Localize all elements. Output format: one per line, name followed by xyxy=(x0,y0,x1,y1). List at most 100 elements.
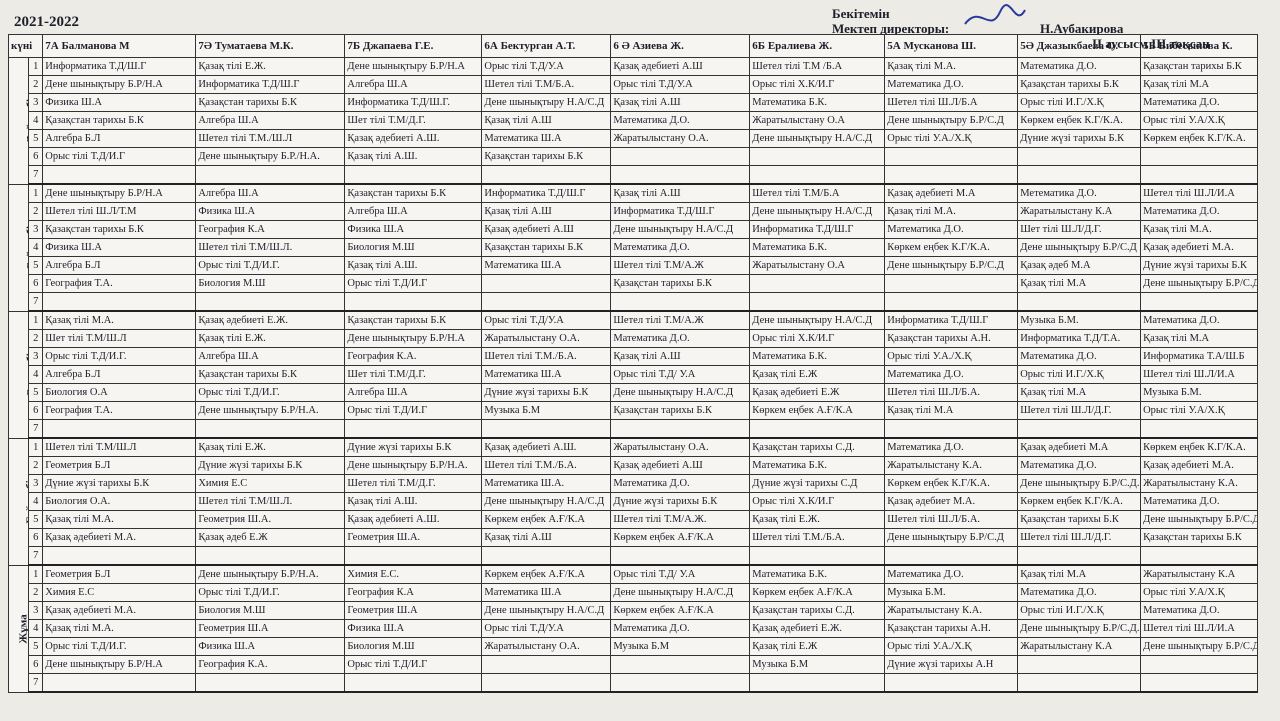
lesson-cell: Қазақ тілі М.А. xyxy=(884,57,1019,76)
lesson-cell: Қазақ әдебиеті М.А xyxy=(884,183,1019,203)
lesson-cell: Информатика Т.Д/Т.А. xyxy=(1017,329,1142,348)
lesson-cell: Информатика Т.Д/Ш.Г xyxy=(749,220,886,239)
day-name: Жұма xyxy=(17,613,29,644)
lesson-row: 2 Шетел тілі Ш.Л/Т.М Физика Ш.А Алгебра Ш.А… xyxy=(9,202,1258,221)
lesson-row: 5 Қазақ тілі М.А. Геометрия Ш.А. Қазақ әдеб… xyxy=(9,510,1258,529)
lesson-number: 1 xyxy=(28,564,44,584)
lesson-cell: Дене шынықтыру Б.Р/Н.А xyxy=(42,75,197,94)
lesson-cell: Информатика Т.Д/Ш.Г. xyxy=(344,93,483,112)
lesson-cell: Дене шынықтыру Б.Р/Н.А xyxy=(344,57,483,76)
lesson-number: 2 xyxy=(28,202,44,221)
lesson-cell: Математика Б.К. xyxy=(749,564,886,584)
lesson-cell: Қазақстан тарихы Б.К xyxy=(344,183,483,203)
lesson-cell: Дене шынықтыру Н.А/С.Д xyxy=(749,202,886,221)
lesson-cell: Химия Е.С xyxy=(195,474,346,493)
lesson-cell: Математика Д.О. xyxy=(610,474,751,493)
lesson-cell: Биология М.Ш xyxy=(344,637,483,656)
lesson-cell: Қазақ тілі М.А xyxy=(1017,274,1142,293)
lesson-cell: Көркем еңбек А.Ғ/К.А xyxy=(481,510,612,529)
lesson-cell: Орыс тілі У.А./Х.Қ xyxy=(884,129,1019,148)
day-cell: Сәрсенбі xyxy=(7,310,30,439)
lesson-cell: Метематика Д.О. xyxy=(1017,183,1142,203)
lesson-cell xyxy=(42,419,197,439)
approve: Бекітемін xyxy=(832,6,890,21)
lesson-cell xyxy=(884,673,1019,693)
lesson-cell: Дене шынықтыру Н.А/С.Д xyxy=(610,583,751,602)
lesson-cell xyxy=(1140,655,1258,674)
class-header: 7Б Джапаева Г.Е. xyxy=(344,34,483,58)
lesson-cell: География Т.А. xyxy=(42,401,197,420)
lesson-cell: Алгебра Ш.А xyxy=(195,111,346,130)
lesson-cell: Дене шынықтыру Б.Р/С.Д xyxy=(884,528,1019,547)
lesson-cell: Қазақ әдебиеті А.Ш. xyxy=(481,437,612,457)
lesson-cell: Музыка Б.М xyxy=(749,655,886,674)
lesson-cell: Математика Д.О. xyxy=(1017,583,1142,602)
lesson-cell: Шетел тілі Ш.Л/Д.Г. xyxy=(1017,528,1142,547)
lesson-cell: Шет тілі Т.М/Д.Г. xyxy=(344,365,483,384)
lesson-cell: Жаратылыстану К.А xyxy=(1017,202,1142,221)
lesson-cell xyxy=(610,546,751,566)
lesson-row: Сәрсенбі 1 Қазақ тілі М.А. Қазақ әдебиеті Е… xyxy=(7,310,1258,439)
lesson-cell xyxy=(1017,165,1142,185)
header-row: күні 7А Балманова М 7Ә Туматаева М.К. 7Б Дж… xyxy=(7,34,1258,58)
lesson-cell: Жаратылыстану О.А. xyxy=(481,637,612,656)
lesson-cell: Қазақстан тарихы А.Н. xyxy=(884,329,1019,348)
lesson-number: 5 xyxy=(28,256,44,275)
lesson-cell: Геометрия Ш.А. xyxy=(344,528,483,547)
lesson-cell: Математика Ш.А xyxy=(481,583,612,602)
lesson-cell xyxy=(1017,147,1142,166)
lesson-number: 4 xyxy=(28,619,44,638)
class-header: 5А Мусканова Ш. xyxy=(884,34,1019,58)
lesson-cell: Қазақстан тарихы Б.К xyxy=(481,147,612,166)
lesson-cell: Шетел тілі Т.М/А.Ж. xyxy=(610,510,751,529)
lesson-cell: Алгебра Ш.А xyxy=(344,202,483,221)
lesson-cell: Көркем еңбек К.Г/К.А. xyxy=(884,474,1019,493)
lesson-row: 5 Алгебра Б.Л Шетел тілі Т.М./Ш.Л Қазақ әде… xyxy=(9,129,1258,148)
lesson-row: Бейсенбі 1 Шетел тілі Т.М/Ш.Л Қазақ тілі Е.… xyxy=(7,437,1258,566)
lesson-cell: Математика Д.О. xyxy=(1017,57,1142,76)
lesson-cell: Қазақ тілі М.А xyxy=(884,401,1019,420)
lesson-cell xyxy=(195,165,346,185)
lesson-number: 6 xyxy=(28,655,44,674)
lesson-cell: Көркем еңбек К.Г/К.А. xyxy=(1017,111,1142,130)
lesson-cell: Қазақстан тарихы С.Д. xyxy=(749,437,886,457)
lesson-cell xyxy=(481,673,612,693)
lesson-row: 6 География Т.А. Биология М.Ш Орыс тілі Т.Д… xyxy=(9,274,1258,293)
lesson-cell: Қазақ әдебиеті М.А xyxy=(1017,437,1142,457)
lesson-cell: Физика Ш.А xyxy=(344,220,483,239)
day-cell: Сейсенбі xyxy=(7,183,30,312)
class-header: 6Б Ералиева Ж. xyxy=(749,34,886,58)
day-name: Сейсенбі xyxy=(25,225,29,270)
lesson-cell: Қазақ әдебиеті М.А. xyxy=(1140,456,1258,475)
lesson-cell: Орыс тілі У.А/Х.Қ xyxy=(1140,583,1258,602)
lesson-cell: Шетел тілі Ш.Л/И.А xyxy=(1140,183,1258,203)
lesson-cell: Математика Б.К. xyxy=(749,347,886,366)
lesson-cell xyxy=(195,546,346,566)
lesson-cell: Орыс тілі И.Г./Х.Қ xyxy=(1017,601,1142,620)
lesson-cell xyxy=(344,546,483,566)
lesson-cell: Биология О.А. xyxy=(42,492,197,511)
lesson-cell: Қазақстан тарихы Б.К xyxy=(610,401,751,420)
lesson-cell: Дүние жүзі тарихы А.Н xyxy=(884,655,1019,674)
lesson-cell: Дене шынықтыру Б.Р/Н.А. xyxy=(195,401,346,420)
lesson-cell: Қазақ тілі А.Ш xyxy=(610,183,751,203)
lesson-cell: Дене шынықтыру Б.Р/С.Д. xyxy=(1140,637,1258,656)
lesson-number: 6 xyxy=(28,528,44,547)
lesson-cell: Қазақ әдеб М.А xyxy=(1017,256,1142,275)
lesson-cell: Математика Д.О. xyxy=(884,564,1019,584)
lesson-row: 6 Дене шынықтыру Б.Р/Н.А География К.А. Оры… xyxy=(9,655,1258,674)
lesson-number: 6 xyxy=(28,401,44,420)
lesson-number: 7 xyxy=(28,546,44,566)
lesson-number: 4 xyxy=(28,365,44,384)
lesson-cell: Математика Ш.А xyxy=(481,129,612,148)
lesson-cell: Қазақстан тарихы Б.К xyxy=(195,93,346,112)
lesson-cell: Жаратылыстану К.А. xyxy=(884,456,1019,475)
lesson-number: 7 xyxy=(28,165,44,185)
lesson-cell: Музыка Б.М. xyxy=(1017,310,1142,330)
lesson-cell xyxy=(42,546,197,566)
lesson-cell: Дене шынықтыру Н.А/С.Д xyxy=(749,310,886,330)
lesson-cell xyxy=(42,165,197,185)
lesson-cell: Жаратылыстану О.А xyxy=(749,256,886,275)
lesson-cell: Қазақ тілі А.Ш xyxy=(610,93,751,112)
lesson-cell: Қазақстан тарихы Б.К xyxy=(195,365,346,384)
